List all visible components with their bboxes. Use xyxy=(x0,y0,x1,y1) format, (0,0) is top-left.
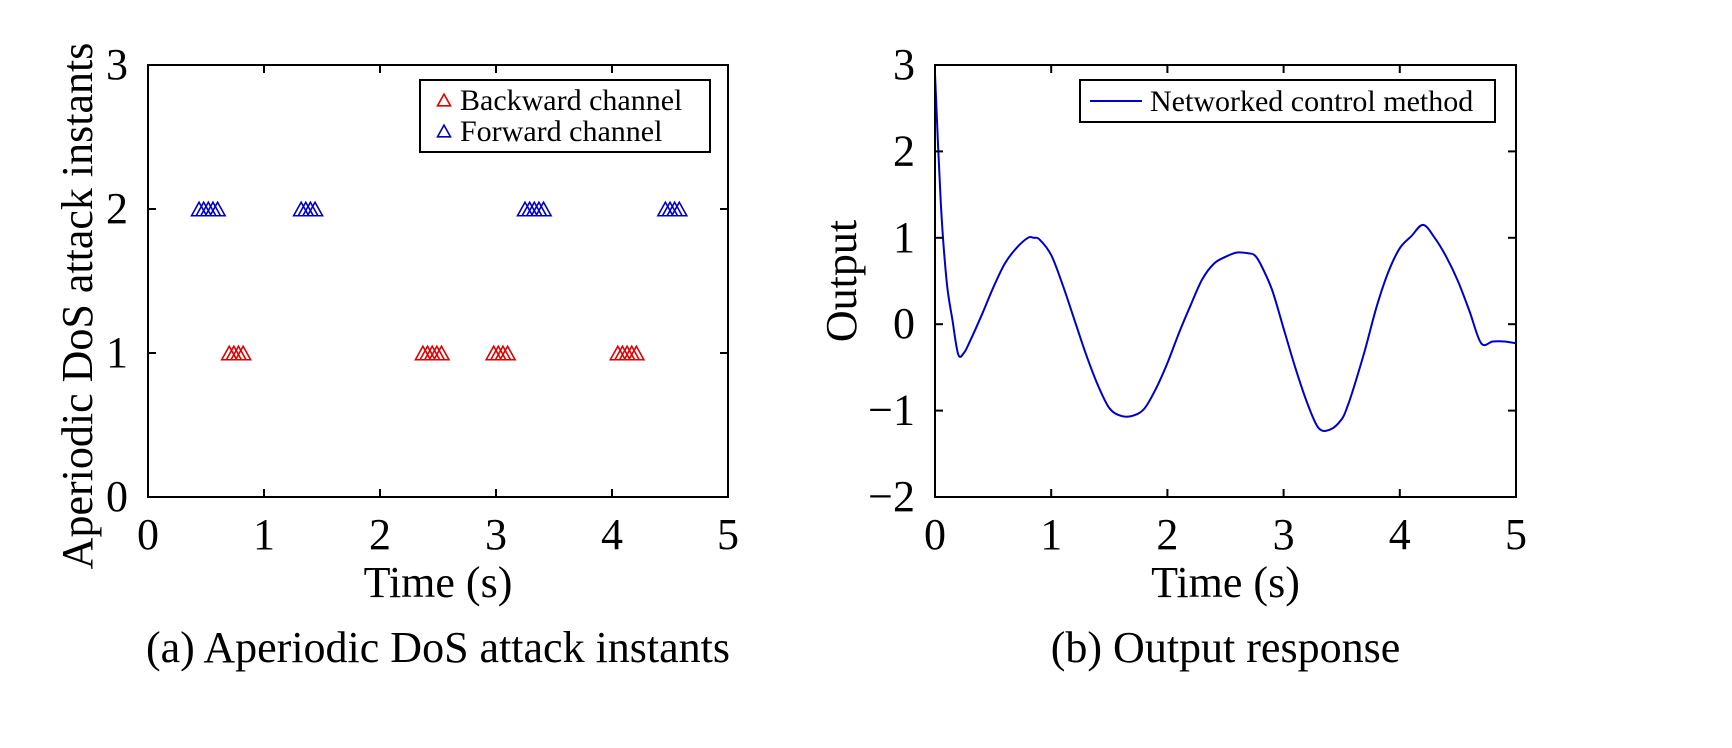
legend-marker-forward xyxy=(436,123,452,138)
y-tick-label: 0 xyxy=(106,472,128,521)
forward-attack-marker xyxy=(306,200,324,217)
x-tick-label: 4 xyxy=(601,510,623,559)
legend-label: Backward channel xyxy=(460,84,682,117)
y-tick-label: 3 xyxy=(893,40,915,89)
panel-b-y-axis-label: Output xyxy=(817,220,866,342)
panel-a-ticks: 0 1 2 3 4 5 0 1 2 3 xyxy=(106,40,739,559)
y-tick-label: 1 xyxy=(893,213,915,262)
y-tick-label: 0 xyxy=(893,299,915,348)
forward-attack-marker xyxy=(670,200,689,217)
x-tick-label: 4 xyxy=(1389,510,1411,559)
panel-a-caption: (a) Aperiodic DoS attack instants xyxy=(146,623,730,672)
backward-attack-marker xyxy=(234,344,252,361)
panel-b-plot-frame xyxy=(934,64,1517,498)
y-tick-label: −2 xyxy=(868,472,915,521)
legend-box xyxy=(1079,79,1496,123)
panel-b-ticks: 0 1 2 3 4 5 −2 −1 0 1 2 3 xyxy=(868,40,1527,559)
x-tick-label: 0 xyxy=(924,510,946,559)
x-tick-label: 3 xyxy=(485,510,507,559)
panel-b-caption: (b) Output response xyxy=(1051,623,1401,672)
panel-a-x-axis-label: Time (s) xyxy=(364,558,513,607)
x-tick-label: 3 xyxy=(1273,510,1295,559)
x-tick-label: 2 xyxy=(369,510,391,559)
panel-a-markers xyxy=(190,200,689,361)
x-tick-label: 5 xyxy=(717,510,739,559)
backward-attack-marker xyxy=(498,344,517,361)
panel-b-legend: Networked control method xyxy=(1079,79,1496,123)
legend-box xyxy=(419,79,711,153)
x-tick-label: 0 xyxy=(137,510,159,559)
legend-label: Networked control method xyxy=(1150,85,1473,118)
panel-b-output-line xyxy=(934,73,1517,433)
y-tick-label: 3 xyxy=(106,40,128,89)
forward-attack-marker xyxy=(534,200,553,217)
forward-attack-marker xyxy=(208,200,227,217)
x-tick-label: 5 xyxy=(1505,510,1527,559)
y-tick-label: 2 xyxy=(106,184,128,233)
legend-marker-backward xyxy=(436,92,452,107)
backward-attack-marker xyxy=(432,344,451,361)
x-tick-label: 2 xyxy=(1156,510,1178,559)
x-tick-label: 1 xyxy=(1040,510,1062,559)
backward-attack-marker xyxy=(627,344,646,361)
y-tick-label: −1 xyxy=(868,386,915,435)
panel-a-plot-frame xyxy=(147,64,729,498)
y-tick-label: 2 xyxy=(893,126,915,175)
legend-label: Forward channel xyxy=(460,115,662,148)
panel-b-x-axis-label: Time (s) xyxy=(1151,558,1300,607)
panel-a-y-axis-label: Aperiodic DoS attack instants xyxy=(53,43,102,570)
x-tick-label: 1 xyxy=(253,510,275,559)
y-tick-label: 1 xyxy=(106,328,128,377)
